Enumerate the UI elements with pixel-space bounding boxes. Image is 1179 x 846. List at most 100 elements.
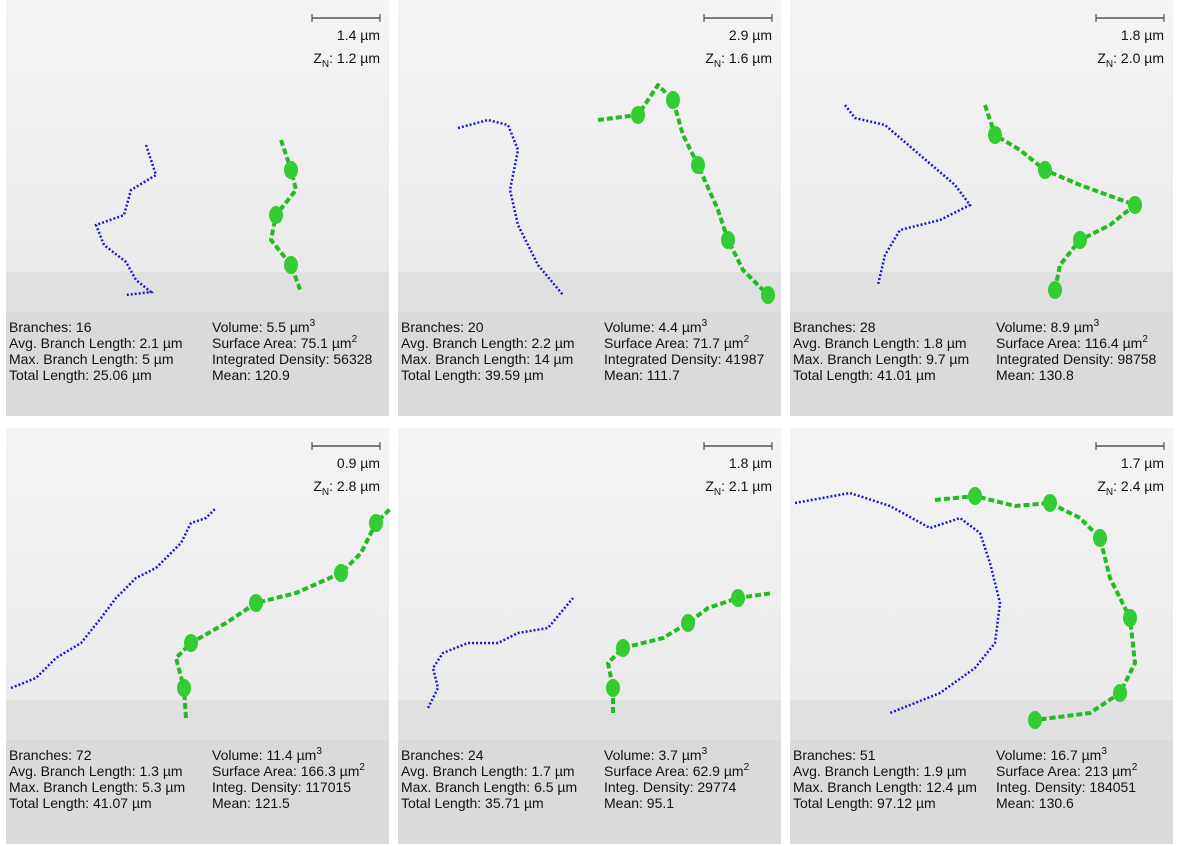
figure: 1.4 µmZN: 1.2 µmBranches: 16Avg. Branch … [0, 0, 1179, 846]
stat-left: Total Length: 35.71 µm [401, 795, 544, 811]
scale-label: 0.9 µm [337, 455, 380, 471]
green-blob [369, 514, 383, 532]
green-blob [334, 564, 348, 582]
stat-superscript: 3 [1101, 746, 1107, 757]
stat-right: Volume: 8.9 µm3 [996, 318, 1100, 335]
stat-right: Mean: 130.6 [996, 795, 1074, 811]
stat-text: Volume: 5.5 µm [212, 319, 310, 335]
z-value: : 1.6 µm [721, 50, 772, 66]
stat-text: Volume: 3.7 µm [604, 747, 702, 763]
green-blob [631, 106, 645, 124]
stat-text: Mean: 130.8 [996, 367, 1074, 383]
stat-right: Mean: 120.9 [212, 367, 290, 383]
stat-right: Mean: 130.8 [996, 367, 1074, 383]
stat-right: Integ. Density: 29774 [604, 779, 737, 795]
stat-text: Volume: 4.4 µm [604, 319, 702, 335]
stat-right: Integ. Density: 117015 [212, 779, 351, 795]
green-blob [681, 614, 695, 632]
stat-text: Integ. Density: 184051 [996, 779, 1136, 795]
green-blob [606, 679, 620, 697]
stat-left: Total Length: 25.06 µm [9, 367, 152, 383]
stat-left: Total Length: 41.01 µm [793, 367, 936, 383]
panel: 0.9 µmZN: 2.8 µmBranches: 72Avg. Branch … [6, 428, 391, 844]
z-subscript: N [322, 487, 329, 498]
stat-left: Avg. Branch Length: 1.3 µm [9, 763, 183, 779]
stat-superscript: 3 [316, 746, 322, 757]
stat-right: Surface Area: 116.4 µm2 [996, 334, 1148, 351]
stat-right: Surface Area: 62.9 µm2 [604, 762, 750, 779]
stat-text: Integrated Density: 98758 [996, 351, 1157, 367]
stat-superscript: 2 [359, 762, 365, 773]
scale-label: 1.7 µm [1121, 455, 1164, 471]
stat-superscript: 2 [744, 334, 750, 345]
stat-right: Surface Area: 71.7 µm2 [604, 334, 750, 351]
z-subscript: N [1106, 59, 1113, 70]
green-blob [616, 639, 630, 657]
stat-left: Max. Branch Length: 5 µm [9, 351, 173, 367]
stat-left: Max. Branch Length: 5.3 µm [9, 779, 185, 795]
green-blob [1028, 711, 1042, 729]
stat-text: Integrated Density: 41987 [604, 351, 765, 367]
stat-superscript: 3 [702, 746, 708, 757]
stat-left: Max. Branch Length: 14 µm [401, 351, 573, 367]
floor [6, 272, 389, 312]
stat-right: Surface Area: 213 µm2 [996, 762, 1138, 779]
green-blob [1048, 281, 1062, 299]
green-blob [1113, 684, 1127, 702]
stat-right: Integrated Density: 41987 [604, 351, 765, 367]
stat-right: Surface Area: 75.1 µm2 [212, 334, 358, 351]
stat-left: Max. Branch Length: 12.4 µm [793, 779, 977, 795]
stat-right: Mean: 95.1 [604, 795, 674, 811]
scale-label: 1.4 µm [337, 27, 380, 43]
floor [790, 272, 1173, 312]
stat-left: Max. Branch Length: 9.7 µm [793, 351, 969, 367]
stat-left: Avg. Branch Length: 2.1 µm [9, 335, 183, 351]
stat-text: Surface Area: 213 µm [996, 763, 1132, 779]
stat-text: Volume: 11.4 µm [212, 747, 316, 763]
stat-left: Avg. Branch Length: 2.2 µm [401, 335, 575, 351]
stat-left: Avg. Branch Length: 1.9 µm [793, 763, 967, 779]
stat-left: Branches: 24 [401, 747, 484, 763]
stat-superscript: 3 [702, 318, 708, 329]
z-subscript: N [714, 487, 721, 498]
stat-superscript: 3 [310, 318, 316, 329]
stat-right: Volume: 16.7 µm3 [996, 746, 1107, 763]
stat-text: Surface Area: 75.1 µm [212, 335, 352, 351]
stat-right: Surface Area: 166.3 µm2 [212, 762, 365, 779]
stat-left: Total Length: 97.12 µm [793, 795, 936, 811]
stat-text: Integrated Density: 56328 [212, 351, 373, 367]
z-value: : 2.4 µm [1113, 478, 1164, 494]
panel: 1.7 µmZN: 2.4 µmBranches: 51Avg. Branch … [790, 428, 1173, 844]
z-value: : 2.8 µm [329, 478, 380, 494]
green-blob [284, 161, 298, 179]
stat-superscript: 3 [1094, 318, 1100, 329]
z-subscript: N [1106, 487, 1113, 498]
stat-right: Mean: 121.5 [212, 795, 290, 811]
stat-text: Integ. Density: 117015 [212, 779, 351, 795]
stat-left: Branches: 72 [9, 747, 92, 763]
floor [6, 700, 389, 740]
stat-left: Avg. Branch Length: 1.7 µm [401, 763, 575, 779]
stat-right: Mean: 111.7 [604, 367, 680, 383]
stat-text: Mean: 120.9 [212, 367, 290, 383]
green-blob [269, 206, 283, 224]
stat-right: Volume: 3.7 µm3 [604, 746, 708, 763]
stat-text: Surface Area: 62.9 µm [604, 763, 744, 779]
green-blob [184, 634, 198, 652]
green-blob [284, 256, 298, 274]
z-subscript: N [322, 59, 329, 70]
green-blob [249, 594, 263, 612]
green-blob [968, 487, 982, 505]
stat-text: Surface Area: 166.3 µm [212, 763, 359, 779]
green-blob [691, 156, 705, 174]
green-blob [1038, 161, 1052, 179]
floor [398, 700, 781, 740]
stat-right: Volume: 5.5 µm3 [212, 318, 316, 335]
green-blob [666, 91, 680, 109]
stat-left: Branches: 51 [793, 747, 876, 763]
green-blob [721, 231, 735, 249]
stat-text: Mean: 121.5 [212, 795, 290, 811]
stat-right: Integrated Density: 98758 [996, 351, 1157, 367]
panel: 1.4 µmZN: 1.2 µmBranches: 16Avg. Branch … [6, 0, 389, 416]
stat-superscript: 2 [1132, 762, 1138, 773]
